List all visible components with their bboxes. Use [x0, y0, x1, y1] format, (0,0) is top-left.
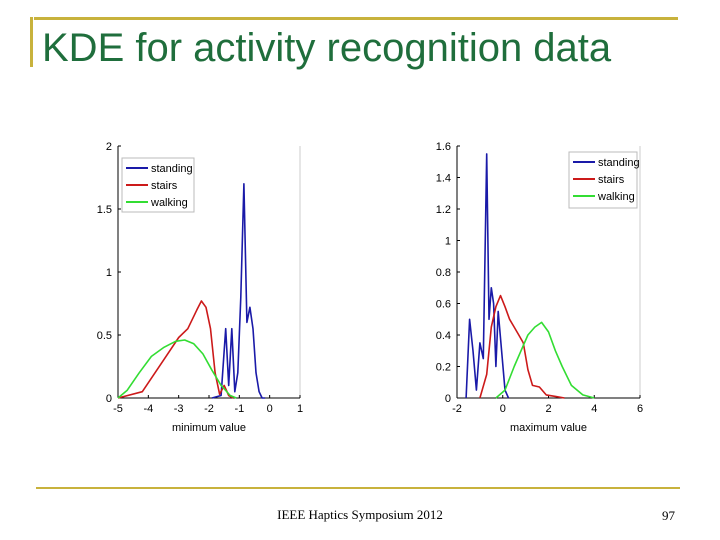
x-tick-label: 1 — [297, 403, 303, 415]
x-tick-label: -4 — [143, 403, 153, 415]
x-tick-label: -1 — [234, 403, 244, 415]
y-tick-label: 1 — [445, 236, 451, 248]
x-tick-label: -5 — [113, 403, 123, 415]
footer-rule — [36, 487, 680, 489]
y-tick-label: 1.2 — [436, 204, 451, 216]
slide-title: KDE for activity recognition data — [42, 26, 612, 70]
x-tick-label: 6 — [637, 403, 643, 415]
x-tick-label: 2 — [545, 403, 551, 415]
y-tick-label: 0.4 — [436, 330, 451, 342]
chart-minimum-value: -5 -4 -3 -2 -1 0 1 0 0.5 1 1.5 2 minimum value stand… — [97, 141, 303, 434]
series-line-walking — [117, 339, 237, 399]
x-tick-label: 4 — [591, 403, 597, 415]
footer-text: IEEE Haptics Symposium 2012 — [277, 507, 443, 522]
y-tick-label: 0.5 — [97, 330, 112, 342]
series-line-stairs — [117, 300, 234, 399]
x-tick-label: 0 — [500, 403, 506, 415]
y-tick-label: 0.6 — [436, 299, 451, 311]
x-tick-label: -2 — [452, 403, 462, 415]
y-tick-label: 1.4 — [436, 173, 451, 185]
legend-label-walking: walking — [597, 191, 635, 203]
y-tick-label: 0.2 — [436, 362, 451, 374]
y-tick-label: 1.5 — [97, 204, 112, 216]
series-line-walking — [495, 321, 595, 399]
series-line-standing — [465, 153, 510, 399]
series-line-stairs — [479, 294, 565, 399]
y-tick-label: 0 — [106, 393, 112, 405]
legend-label-stairs: stairs — [151, 180, 178, 192]
legend-label-standing: standing — [151, 163, 193, 175]
x-axis-label: minimum value — [172, 422, 246, 434]
x-tick-label: 0 — [267, 403, 273, 415]
x-tick-label: -2 — [204, 403, 214, 415]
legend-label-standing: standing — [598, 157, 640, 169]
page-number: 97 — [662, 508, 675, 523]
y-tick-label: 2 — [106, 141, 112, 153]
title-rule-top — [34, 17, 678, 20]
legend-label-stairs: stairs — [598, 174, 625, 186]
title-rule-left — [30, 17, 33, 67]
x-axis-label: maximum value — [510, 422, 587, 434]
x-tick-label: -3 — [174, 403, 184, 415]
y-tick-label: 0 — [445, 393, 451, 405]
y-tick-label: 1.6 — [436, 141, 451, 153]
legend-label-walking: walking — [150, 197, 188, 209]
y-tick-label: 0.8 — [436, 267, 451, 279]
y-tick-label: 1 — [106, 267, 112, 279]
series-line-standing — [211, 183, 266, 399]
